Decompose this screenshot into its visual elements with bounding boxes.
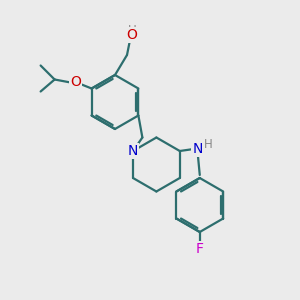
Text: O: O bbox=[70, 74, 81, 88]
Text: O: O bbox=[127, 28, 137, 42]
Text: N: N bbox=[193, 142, 203, 156]
Text: F: F bbox=[196, 242, 204, 256]
Text: N: N bbox=[128, 144, 138, 158]
Text: H: H bbox=[128, 23, 136, 37]
Text: H: H bbox=[203, 137, 212, 151]
